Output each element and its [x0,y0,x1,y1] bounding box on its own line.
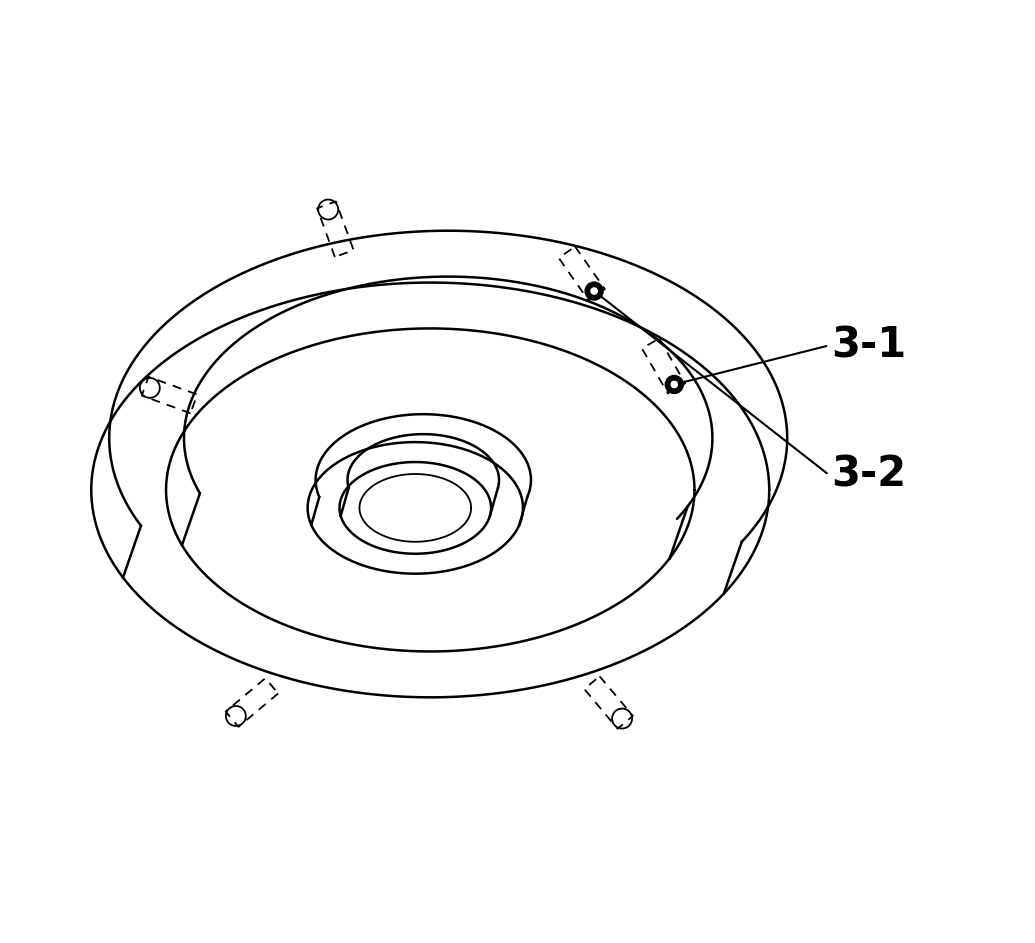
Circle shape [591,288,597,294]
Text: 3-1: 3-1 [831,324,907,367]
Text: 3-2: 3-2 [831,454,907,496]
Circle shape [585,282,603,300]
Circle shape [666,375,683,393]
Circle shape [671,381,678,388]
